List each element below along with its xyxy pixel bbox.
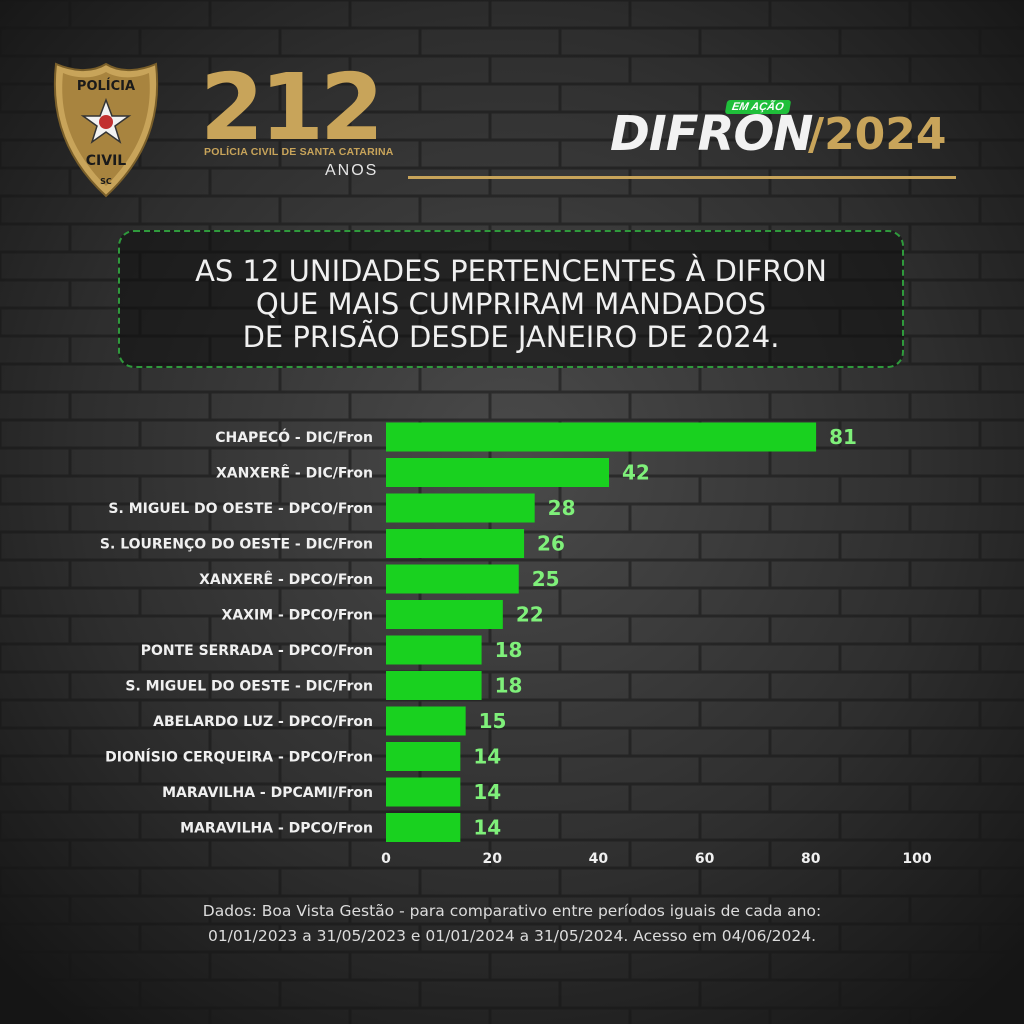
title-line-3: DE PRISÃO DESDE JANEIRO DE 2024. <box>242 320 780 354</box>
bar <box>386 564 519 594</box>
x-tick-label: 20 <box>482 851 502 867</box>
title-box: AS 12 UNIDADES PERTENCENTES À DIFRON QUE… <box>118 230 904 368</box>
policia-civil-badge-logo: POLÍCIA CIVIL SC <box>53 62 159 198</box>
bar <box>386 671 482 700</box>
bar <box>386 742 461 771</box>
category-label: XANXERÊ - DIC/Fron <box>216 465 373 482</box>
bar <box>386 493 535 523</box>
logo-number: 212 <box>200 54 384 161</box>
difron-year: /2024 <box>808 109 947 160</box>
bar <box>386 635 482 665</box>
category-label: XAXIM - DPCO/Fron <box>222 608 373 624</box>
value-label: 81 <box>829 425 857 449</box>
x-tick-label: 60 <box>695 851 715 867</box>
value-label: 26 <box>537 532 565 556</box>
bar <box>386 777 461 807</box>
footer-source-line-2: 01/01/2023 a 31/05/2023 e 01/01/2024 a 3… <box>207 927 817 945</box>
bar <box>386 458 610 487</box>
badge-bottom-text: CIVIL <box>86 153 127 169</box>
x-tick-label: 40 <box>589 851 609 867</box>
difron-brand: EM AÇÃO DIFRON /2024 <box>608 100 968 170</box>
badge-top-text: POLÍCIA <box>77 78 135 94</box>
category-label: MARAVILHA - DPCO/Fron <box>180 821 373 837</box>
212-anos-logo: 212 POLÍCIA CIVIL DE SANTA CATARINA ANOS <box>200 62 400 190</box>
value-label: 18 <box>495 638 523 662</box>
x-tick-label: 100 <box>902 851 931 867</box>
value-label: 15 <box>479 709 507 733</box>
bar <box>386 422 817 452</box>
category-label: ABELARDO LUZ - DPCO/Fron <box>153 714 373 730</box>
category-label: S. MIGUEL DO OESTE - DPCO/Fron <box>108 501 373 517</box>
value-label: 25 <box>532 567 560 591</box>
category-label: CHAPECÓ - DIC/Fron <box>215 428 373 446</box>
bar <box>386 813 461 842</box>
logo-anos: ANOS <box>325 162 379 179</box>
bar <box>386 529 525 558</box>
category-label: S. MIGUEL DO OESTE - DIC/Fron <box>125 679 373 695</box>
category-label: MARAVILHA - DPCAMI/Fron <box>162 785 373 801</box>
value-label: 14 <box>473 745 501 769</box>
bar <box>386 600 503 629</box>
category-label: DIONÍSIO CERQUEIRA - DPCO/Fron <box>105 749 373 766</box>
footer-source-line-1: Dados: Boa Vista Gestão - para comparati… <box>202 902 822 920</box>
value-label: 18 <box>495 674 523 698</box>
x-tick-label: 0 <box>381 851 391 867</box>
header-divider <box>408 176 956 179</box>
badge-state-text: SC <box>100 177 112 186</box>
title-line-2: QUE MAIS CUMPRIRAM MANDADOS <box>255 287 767 321</box>
value-label: 14 <box>473 780 501 804</box>
category-label: XANXERÊ - DPCO/Fron <box>199 571 373 588</box>
value-label: 22 <box>516 603 544 627</box>
value-label: 14 <box>473 816 501 840</box>
value-label: 42 <box>622 461 650 485</box>
logo-subtitle: POLÍCIA CIVIL DE SANTA CATARINA <box>204 146 394 158</box>
value-label: 28 <box>548 496 576 520</box>
category-label: PONTE SERRADA - DPCO/Fron <box>141 643 373 659</box>
x-tick-label: 80 <box>801 851 821 867</box>
title-line-1: AS 12 UNIDADES PERTENCENTES À DIFRON <box>195 254 827 288</box>
difron-wordmark: DIFRON <box>610 106 813 162</box>
bar <box>386 706 466 736</box>
category-label: S. LOURENÇO DO OESTE - DIC/Fron <box>100 537 373 553</box>
